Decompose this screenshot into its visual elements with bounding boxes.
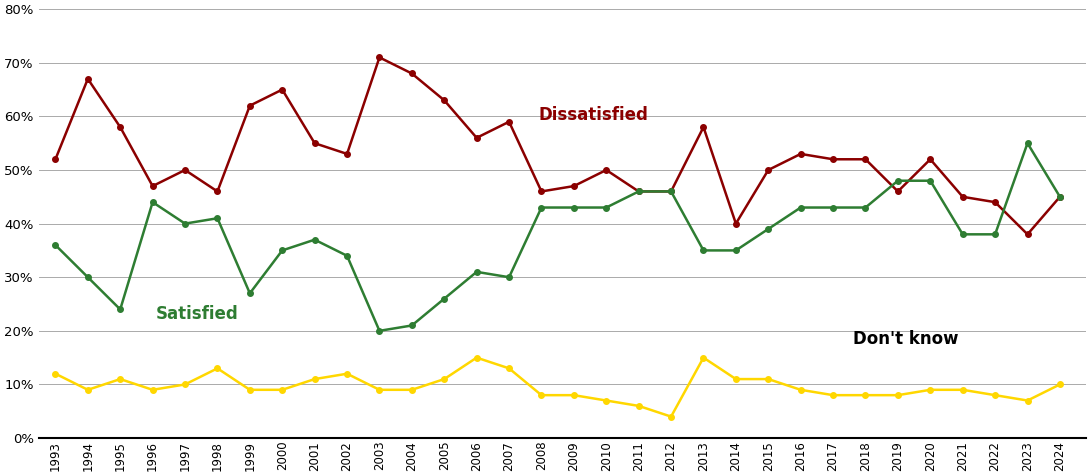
Text: Satisfied: Satisfied	[156, 305, 239, 323]
Text: Dissatisfied: Dissatisfied	[538, 106, 649, 124]
Text: Don't know: Don't know	[852, 330, 958, 348]
